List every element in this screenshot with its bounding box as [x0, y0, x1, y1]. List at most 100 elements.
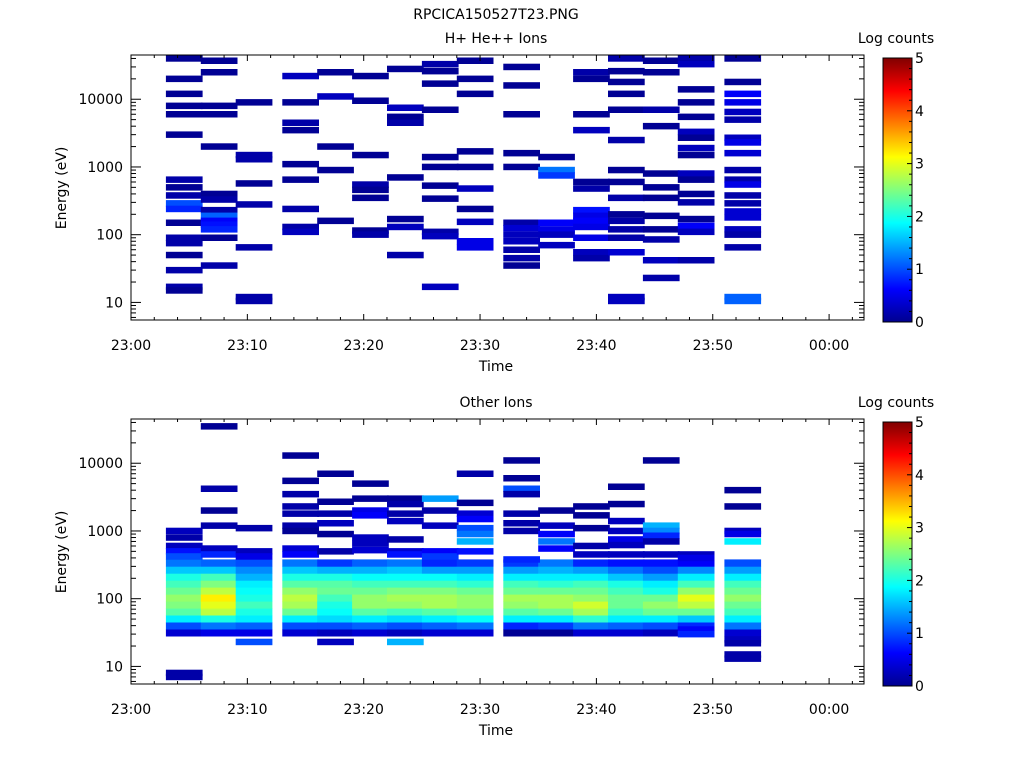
heatmap-cell	[282, 228, 319, 236]
band-cell	[387, 622, 424, 630]
band-cell	[503, 566, 540, 574]
heatmap-cells-other	[165, 423, 762, 681]
band-cell	[317, 615, 354, 623]
panel-other-ions: Other Ions 23:00 23:10 23:20 23:30 23:40 23:5…	[54, 395, 934, 739]
heatmap-cell	[724, 538, 762, 545]
heatmap-cell	[642, 226, 680, 233]
heatmap-cell	[387, 113, 424, 121]
band-cell	[503, 580, 540, 588]
heatmap-cell	[317, 217, 354, 225]
heatmap-cell	[352, 97, 389, 104]
heatmap-cell	[724, 99, 762, 106]
band-cell	[677, 622, 715, 630]
heatmap-cell	[724, 200, 762, 207]
band-cell	[503, 587, 540, 595]
heatmap-cell	[724, 134, 762, 141]
heatmap-cell	[642, 257, 680, 264]
heatmap-cell	[677, 199, 715, 206]
band-cell	[503, 601, 540, 609]
band-cell	[642, 594, 680, 602]
heatmap-cell	[724, 640, 762, 647]
heatmap-cell	[165, 176, 203, 183]
heatmap-cell	[724, 116, 762, 123]
band-cell	[724, 559, 762, 567]
band-cell	[642, 587, 680, 595]
band-cell	[642, 580, 680, 588]
heatmap-cell	[421, 548, 459, 555]
heatmap-cell	[165, 548, 203, 555]
heatmap-cell	[608, 551, 645, 558]
heatmap-cell	[677, 228, 715, 236]
band-cell	[200, 608, 238, 616]
heatmap-cell	[165, 542, 203, 550]
band-cell	[421, 608, 459, 616]
band-cell	[165, 580, 203, 588]
heatmap-cell	[387, 215, 424, 223]
band-cell	[608, 608, 645, 616]
band-cell	[573, 615, 610, 623]
heatmap-cell	[235, 293, 273, 301]
colorbar-other	[882, 421, 913, 687]
band-cell	[608, 594, 645, 602]
heatmap-cell	[608, 297, 645, 305]
heatmap-cell	[724, 297, 762, 305]
band-cell	[387, 566, 424, 574]
heatmap-cell	[200, 551, 238, 558]
heatmap-cell	[421, 507, 459, 514]
heatmap-cell	[200, 212, 238, 220]
heatmap-cell	[503, 149, 540, 157]
band-cell	[421, 594, 459, 602]
colorbar-tick-label: 2	[915, 573, 924, 589]
heatmap-cell	[200, 262, 238, 269]
band-cell	[317, 573, 354, 581]
heatmap-cell	[724, 636, 762, 643]
band-cell	[317, 601, 354, 609]
heatmap-cell	[724, 503, 762, 510]
heatmap-cells-h-he	[165, 55, 762, 305]
band-cell	[165, 587, 203, 595]
heatmap-cell	[677, 215, 715, 223]
heatmap-cell	[235, 156, 273, 163]
x-axis-label-h-he: Time	[478, 359, 513, 375]
band-cell	[573, 587, 610, 595]
heatmap-cell	[724, 293, 762, 301]
band-cell	[642, 559, 680, 567]
panel-title-other: Other Ions	[459, 395, 532, 411]
band-cell	[200, 594, 238, 602]
heatmap-cell	[538, 166, 575, 174]
colorbar-tick-label: 2	[915, 209, 924, 225]
band-cell	[235, 587, 273, 595]
heatmap-cell	[165, 55, 203, 62]
heatmap-cell	[642, 527, 680, 535]
band-cell	[724, 601, 762, 609]
band-cell	[352, 615, 389, 623]
heatmap-cell	[421, 67, 459, 75]
band-cell	[317, 580, 354, 588]
heatmap-cell	[282, 176, 319, 183]
band-cell	[165, 615, 203, 623]
band-cell	[200, 587, 238, 595]
band-cell	[387, 559, 424, 567]
heatmap-cell	[165, 673, 203, 681]
heatmap-cell	[317, 93, 354, 100]
band-cell	[503, 608, 540, 616]
heatmap-cell	[421, 106, 459, 113]
x-axis-label-other: Time	[478, 723, 513, 739]
colorbar-tick-label: 3	[915, 521, 924, 537]
band-cell	[573, 608, 610, 616]
heatmap-cell	[573, 111, 610, 118]
heatmap-cell	[352, 151, 389, 159]
band-cell	[456, 622, 494, 630]
band-cell	[421, 587, 459, 595]
y-tick-label: 10000	[78, 456, 123, 472]
heatmap-cell	[456, 185, 494, 192]
band-cell	[200, 559, 238, 567]
band-cell	[573, 573, 610, 581]
heatmap-cell	[387, 174, 424, 181]
heatmap-cell	[421, 195, 459, 202]
band-cell	[200, 629, 238, 637]
heatmap-cell	[724, 181, 762, 188]
band-cell	[724, 566, 762, 574]
heatmap-cell	[456, 524, 494, 532]
band-cell	[677, 615, 715, 623]
